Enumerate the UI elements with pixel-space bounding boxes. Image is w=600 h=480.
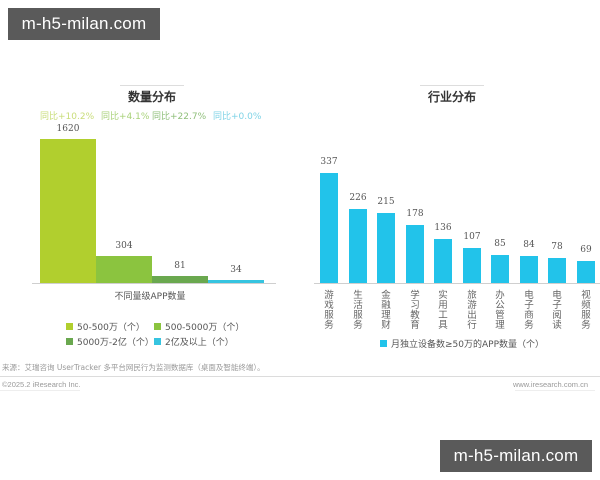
bar-value-8: 84 [523,240,535,250]
bar-value-2: 226 [349,193,367,203]
category-label-4: 学习教育 [410,290,420,331]
bar-ereading [548,258,566,283]
category-label-8: 电子商务 [524,290,534,331]
bar-education [406,225,424,283]
legend-label-1: 50-500万（个） [77,323,145,333]
category-label-7: 办公管理 [495,290,505,331]
yoy-label-3: 同比+22.7% [152,112,207,122]
legend-item-2: 500-5000万（个） [154,320,244,333]
bar-value-6: 107 [463,232,481,242]
category-label-2: 生活服务 [353,290,363,331]
legend-item-4: 2亿及以上（个） [154,335,234,348]
copyright-underline [0,390,80,391]
legend-label-3: 5000万-2亿（个） [77,338,154,348]
legend-label-2: 500-5000万（个） [165,323,245,333]
bar-value-3: 215 [377,197,395,207]
category-label-3: 金融理财 [381,290,391,331]
legend-swatch-cyan [154,338,161,345]
x-axis-line [314,283,600,284]
legend-label-4: 2亿及以上（个） [165,338,234,348]
bar-value-1: 1620 [56,124,80,134]
industry-legend: 月独立设备数≥50万的APP数量（个） [380,337,544,350]
source-note: 来源：艾瑞咨询 UserTracker 多平台网民行为监测数据库（桌面及智能终端… [2,363,265,372]
legend-swatch-lime [66,323,73,330]
category-label-9: 电子阅读 [552,290,562,331]
watermark-top: m-h5-milan.com [8,8,160,40]
bar-5000w-2yi [152,276,208,283]
legend-swatch-green [66,338,73,345]
bar-value-10: 69 [580,245,592,255]
category-label-6: 旅游出行 [467,290,477,331]
bar-ecommerce [520,256,538,283]
yoy-label-4: 同比+0.0% [213,112,262,122]
legend-swatch-cyan [380,340,387,347]
website-url: www.iresearch.com.cn [512,380,588,389]
x-axis-line [32,283,276,284]
watermark-bottom: m-h5-milan.com [440,440,592,472]
bar-game [320,173,338,283]
bar-500-5000w [96,256,152,283]
industry-legend-label: 月独立设备数≥50万的APP数量（个） [391,340,545,350]
bar-video [577,261,595,283]
footer-divider [0,376,600,377]
bar-2yi-plus [208,280,264,283]
bar-travel [463,248,481,283]
bar-value-1: 337 [320,157,338,167]
bar-value-4: 34 [230,265,242,275]
chart-title-quantity: 数量分布 [92,85,212,105]
url-underline [515,390,595,391]
copyright: ©2025.2 iResearch Inc. [2,380,81,389]
yoy-label-1: 同比+10.2% [40,112,95,122]
category-label-10: 视频服务 [581,290,591,331]
legend-item-3: 5000万-2亿（个） [66,335,154,348]
legend-item-1: 50-500万（个） [66,320,145,333]
bar-tools [434,239,452,283]
bar-value-4: 178 [406,209,424,219]
bar-office [491,255,509,283]
x-axis-label: 不同量级APP数量 [114,292,186,302]
bar-value-3: 81 [174,261,186,271]
bar-50-500w [40,139,96,283]
bar-value-2: 304 [115,241,133,251]
category-label-1: 游戏服务 [324,290,334,331]
legend-swatch-light-green [154,323,161,330]
bar-value-9: 78 [551,242,563,252]
chart-title-industry: 行业分布 [392,85,512,105]
category-label-5: 实用工具 [438,290,448,331]
bar-finance [377,213,395,283]
yoy-label-2: 同比+4.1% [101,112,150,122]
bar-value-5: 136 [434,223,452,233]
bar-life [349,209,367,283]
bar-value-7: 85 [494,239,506,249]
